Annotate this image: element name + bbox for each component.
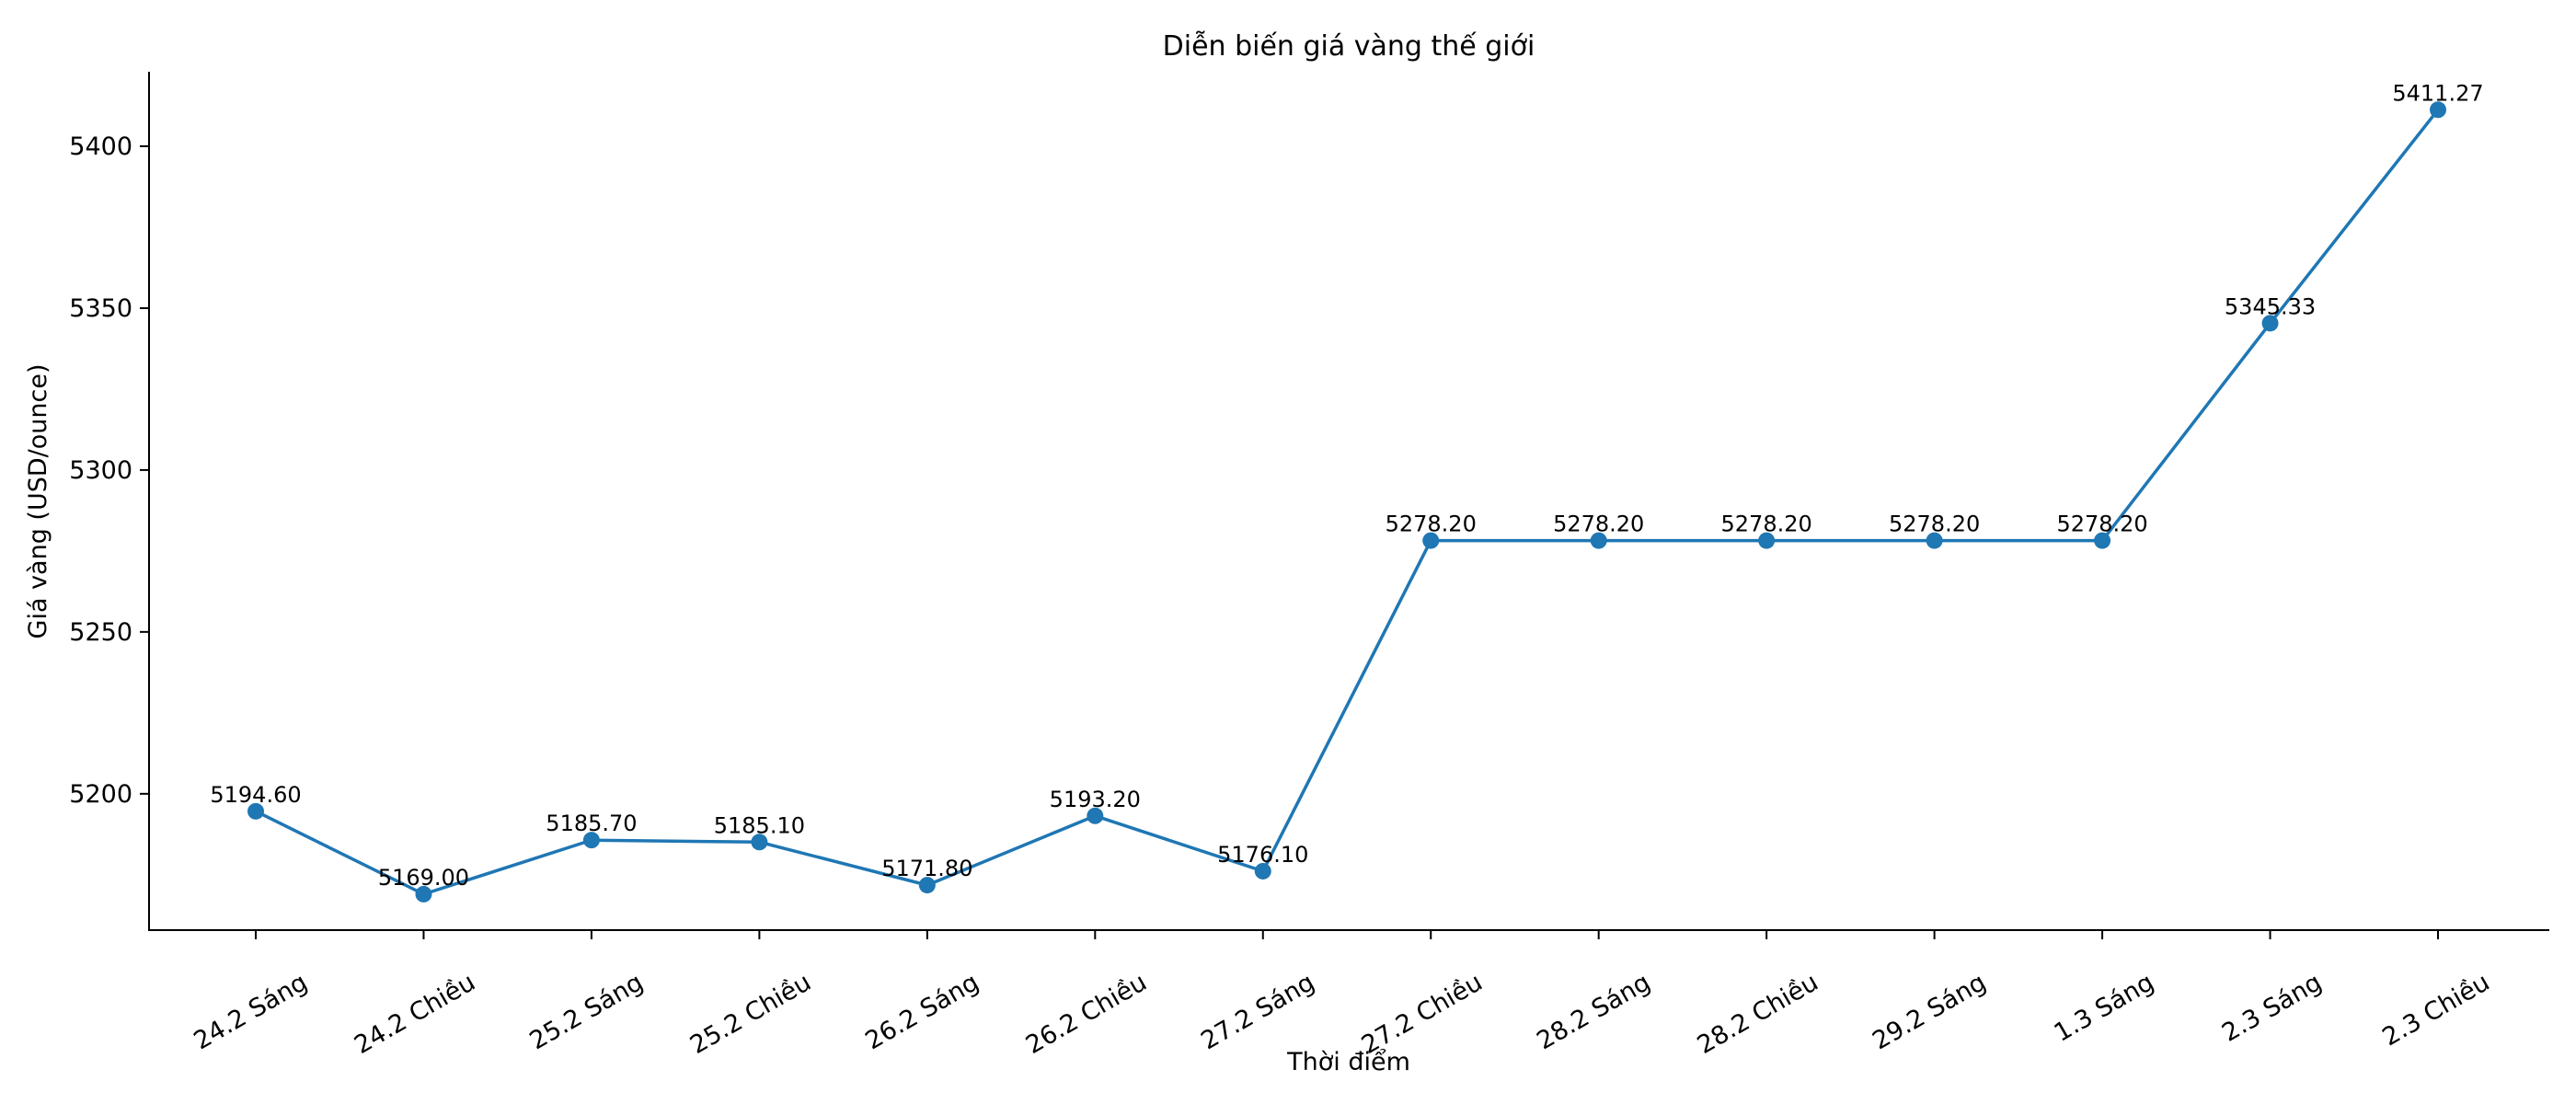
data-label: 5278.20 bbox=[1386, 512, 1477, 537]
data-label: 5278.20 bbox=[2056, 512, 2147, 537]
x-tick-label: 2.3 Chiều bbox=[2378, 968, 2495, 1052]
data-label: 5171.80 bbox=[881, 856, 972, 881]
data-point bbox=[751, 834, 768, 851]
x-tick-label: 2.3 Sáng bbox=[2217, 968, 2327, 1048]
y-axis: 5200 5250 5300 5350 5400 bbox=[69, 132, 149, 809]
y-tick-label: 5400 bbox=[69, 132, 132, 161]
series-line bbox=[255, 109, 2440, 896]
data-point bbox=[247, 802, 264, 820]
data-label: 5345.33 bbox=[2225, 293, 2316, 319]
data-label: 5278.20 bbox=[1721, 512, 1812, 537]
x-tick-label: 27.2 Chiều bbox=[1357, 968, 1488, 1060]
data-points bbox=[247, 101, 2446, 903]
data-point bbox=[415, 885, 432, 903]
data-point bbox=[1590, 532, 1607, 549]
y-tick-label: 5250 bbox=[69, 618, 132, 647]
chart-title: Diễn biến giá vàng thế giới bbox=[1163, 30, 1535, 63]
data-point bbox=[582, 832, 600, 849]
data-point bbox=[1254, 862, 1271, 880]
x-tick-label: 27.2 Sáng bbox=[1196, 968, 1319, 1055]
data-point bbox=[918, 877, 936, 894]
data-point bbox=[1758, 532, 1776, 549]
x-tick-label: 26.2 Sáng bbox=[861, 968, 984, 1055]
x-tick-label: 28.2 Chiều bbox=[1693, 968, 1823, 1060]
data-label: 5411.27 bbox=[2392, 80, 2483, 106]
x-tick-label: 25.2 Chiều bbox=[685, 968, 816, 1060]
x-tick-label: 1.3 Sáng bbox=[2050, 968, 2159, 1048]
y-tick-label: 5300 bbox=[69, 456, 132, 485]
data-label: 5278.20 bbox=[1553, 512, 1644, 537]
data-labels: 5194.60 5169.00 5185.70 5185.10 5171.80 5193.… bbox=[210, 80, 2483, 891]
data-label: 5193.20 bbox=[1050, 787, 1141, 812]
x-tick-label: 24.2 Chiều bbox=[350, 968, 480, 1060]
data-label: 5176.10 bbox=[1217, 842, 1308, 868]
data-label: 5169.00 bbox=[378, 865, 469, 891]
data-label: 5278.20 bbox=[1889, 512, 1980, 537]
x-axis-label: Thời điểm bbox=[1286, 1048, 1410, 1076]
x-tick-label: 25.2 Sáng bbox=[525, 968, 649, 1055]
x-tick-label: 29.2 Sáng bbox=[1868, 968, 1991, 1055]
data-point bbox=[1087, 807, 1104, 824]
y-tick-label: 5350 bbox=[69, 294, 132, 323]
x-axis: 24.2 Sáng 24.2 Chiều 25.2 Sáng 25.2 Chiều 26… bbox=[190, 930, 2495, 1060]
data-point bbox=[1926, 532, 1943, 549]
y-tick-label: 5200 bbox=[69, 780, 132, 809]
data-point bbox=[1422, 532, 1440, 549]
data-label: 5185.70 bbox=[546, 811, 637, 836]
x-tick-label: 24.2 Sáng bbox=[190, 968, 313, 1055]
data-point bbox=[2261, 315, 2279, 332]
data-label: 5194.60 bbox=[210, 782, 301, 808]
data-point bbox=[2430, 101, 2446, 119]
data-label: 5185.10 bbox=[714, 812, 805, 838]
data-point bbox=[2094, 532, 2111, 549]
x-tick-label: 26.2 Chiều bbox=[1021, 968, 1152, 1060]
x-tick-label: 28.2 Sáng bbox=[1532, 968, 1655, 1055]
y-axis-label: Giá vàng (USD/ounce) bbox=[24, 364, 52, 639]
